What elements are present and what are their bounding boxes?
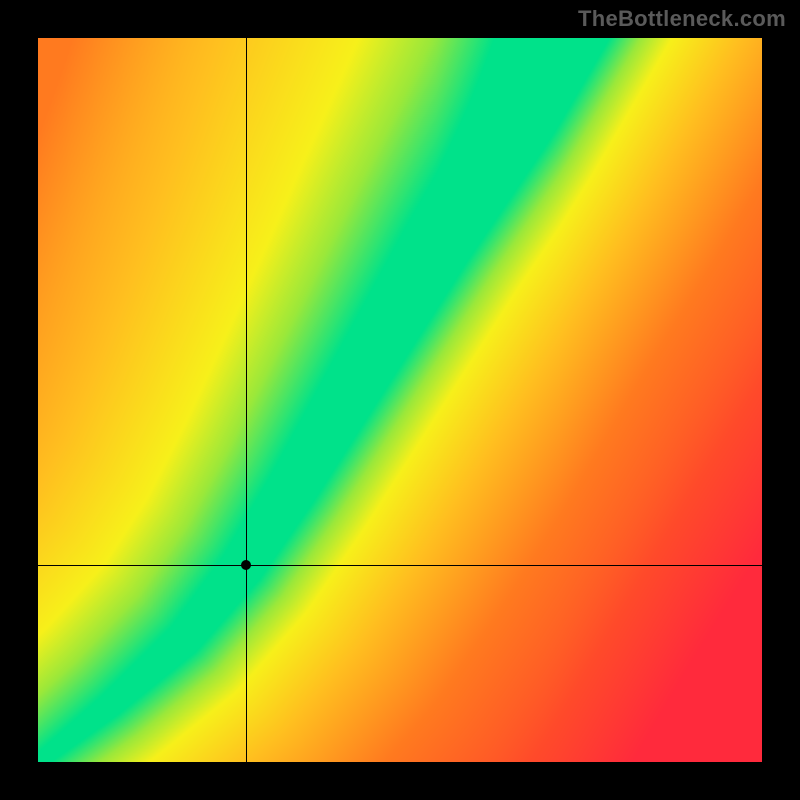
crosshair-horizontal	[38, 565, 762, 566]
crosshair-marker	[241, 560, 251, 570]
plot-area	[38, 38, 762, 762]
chart-container: TheBottleneck.com	[0, 0, 800, 800]
watermark-text: TheBottleneck.com	[578, 6, 786, 32]
heatmap-canvas	[38, 38, 762, 762]
crosshair-vertical	[246, 38, 247, 762]
